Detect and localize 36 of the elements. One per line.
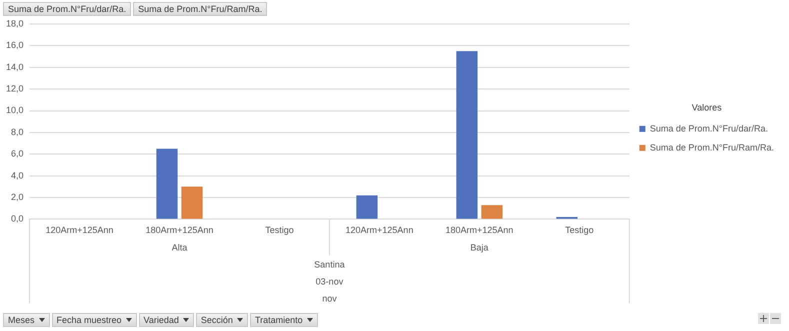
x-tick-label: 120Arm+125Ann xyxy=(346,225,414,236)
text: Sección xyxy=(200,315,233,325)
bar xyxy=(481,205,503,219)
bar xyxy=(456,51,478,219)
y-tick-label: 8,0 xyxy=(11,126,24,137)
text: Santina xyxy=(314,260,345,270)
y-tick-label: 6,0 xyxy=(11,148,24,159)
text: Suma de Prom.N°Fru/Ram/Ra. xyxy=(133,2,268,16)
text: Suma de Prom.N°Fru/dar/Ra. xyxy=(3,2,132,16)
x-tick-label: 120Arm+125Ann xyxy=(46,225,114,236)
y-tick-label: 14,0 xyxy=(6,62,24,72)
y-tick-label: 18,0 xyxy=(6,18,24,28)
text: Fecha muestreo xyxy=(56,315,122,325)
x-tick-label: Testigo xyxy=(565,225,594,236)
legend-title: Valores xyxy=(692,102,722,113)
bar xyxy=(356,195,378,219)
x-tick-label: 180Arm+125Ann xyxy=(446,225,514,236)
x-tick-label: Testigo xyxy=(265,225,294,236)
text: Alta xyxy=(172,242,188,253)
legend-label: Suma de Prom.N°Fru/Ram/Ra. xyxy=(650,142,774,152)
bar xyxy=(181,186,203,219)
x-tick-label: 180Arm+125Ann xyxy=(146,225,214,236)
text: nov xyxy=(322,294,338,304)
text: 03-nov xyxy=(316,276,344,287)
text: Tratamiento xyxy=(254,315,303,325)
y-tick-label: 4,0 xyxy=(11,170,24,180)
y-tick-label: 16,0 xyxy=(6,40,24,50)
y-tick-label: 0,0 xyxy=(11,214,24,224)
y-tick-label: 12,0 xyxy=(6,84,24,94)
y-tick-label: 10,0 xyxy=(6,105,24,116)
text: Baja xyxy=(470,242,488,253)
bar xyxy=(156,148,178,219)
text: Meses xyxy=(8,315,35,325)
text: Variedad xyxy=(144,315,179,325)
legend-label: Suma de Prom.N°Fru/dar/Ra. xyxy=(650,123,768,134)
y-tick-label: 2,0 xyxy=(11,192,24,202)
